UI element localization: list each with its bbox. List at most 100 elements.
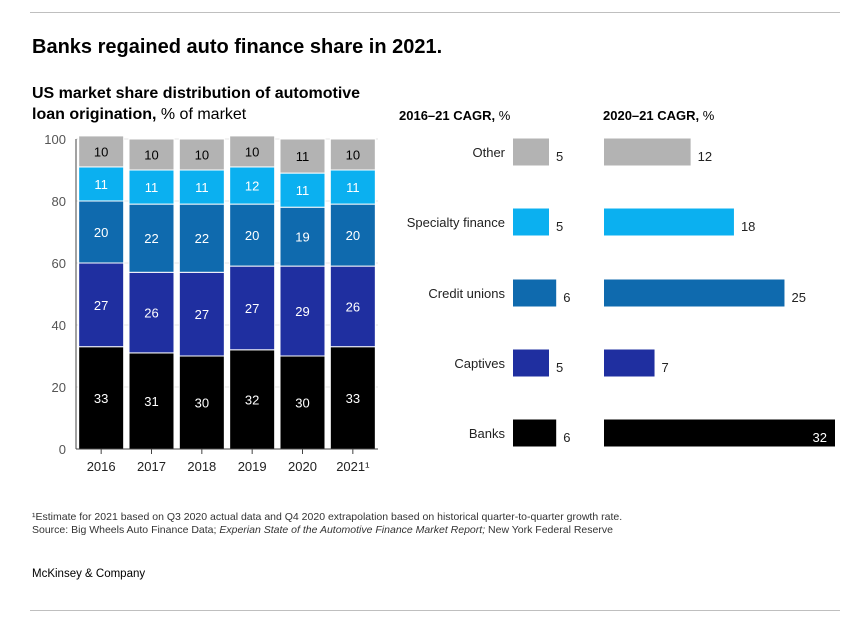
data-label-credit-unions: 22 — [195, 231, 209, 246]
y-tick-label: 60 — [52, 256, 66, 271]
data-label-credit-unions: 22 — [144, 231, 158, 246]
bar-segment-specialty-finance — [329, 169, 376, 205]
data-label-specialty-finance: 11 — [296, 183, 310, 198]
top-rule — [30, 12, 840, 13]
category-label-credit-unions: Credit unions — [428, 286, 505, 301]
data-label-other: 10 — [94, 144, 108, 159]
chart-title: Banks regained auto finance share in 202… — [32, 36, 443, 58]
data-label-banks: 33 — [94, 391, 108, 406]
x-tick-label: 2021¹ — [336, 459, 370, 474]
cagr1-bar-credit-unions — [513, 279, 557, 307]
y-tick-label: 0 — [59, 442, 66, 457]
bar-segment-captives — [128, 271, 175, 354]
data-label-credit-unions: 19 — [295, 230, 309, 245]
source-prefix: Source: Big Wheels Auto Finance Data; — [32, 524, 220, 536]
chart-subtitle: US market share distribution of automoti… — [32, 83, 372, 125]
cagr2-value-credit-unions: 25 — [791, 290, 805, 305]
brand-logo-text: McKinsey & Company — [32, 568, 146, 580]
data-label-banks: 32 — [245, 392, 259, 407]
bar-segment-other — [128, 138, 175, 171]
data-label-specialty-finance: 12 — [245, 179, 259, 194]
data-label-banks: 30 — [295, 396, 309, 411]
bar-segment-banks — [178, 355, 225, 450]
bar-segment-specialty-finance — [178, 169, 225, 205]
y-tick-label: 20 — [52, 380, 66, 395]
y-tick-label: 100 — [44, 132, 66, 147]
cagr2-bar-other — [604, 138, 691, 166]
cagr1-value-captives: 5 — [556, 360, 563, 375]
bar-segment-captives — [229, 265, 276, 351]
source-suffix: New York Federal Reserve — [485, 524, 613, 536]
bar-segment-specialty-finance — [229, 166, 276, 205]
bar-segment-banks — [128, 352, 175, 450]
bar-segment-other — [178, 138, 225, 171]
x-tick-label: 2018 — [187, 459, 216, 474]
x-tick-label: 2019 — [238, 459, 267, 474]
cagr1-value-specialty-finance: 5 — [556, 219, 563, 234]
category-label-banks: Banks — [469, 426, 506, 441]
y-tick-label: 80 — [52, 194, 66, 209]
data-label-other: 11 — [296, 149, 310, 164]
bar-segment-captives — [279, 265, 326, 357]
data-label-banks: 30 — [195, 396, 209, 411]
data-label-specialty-finance: 11 — [145, 180, 159, 195]
source-line: Source: Big Wheels Auto Finance Data; Ex… — [32, 524, 622, 537]
data-label-specialty-finance: 11 — [346, 180, 360, 195]
data-label-banks: 33 — [346, 391, 360, 406]
footnote-line: ¹Estimate for 2021 based on Q3 2020 actu… — [32, 511, 623, 523]
bar-segment-other — [329, 138, 376, 171]
x-tick-label: 2020 — [288, 459, 317, 474]
cagr-2016-21-header: 2016–21 CAGR, % — [399, 108, 510, 123]
data-label-captives: 26 — [346, 299, 360, 314]
x-tick-label: 2016 — [87, 459, 116, 474]
data-label-credit-unions: 20 — [94, 225, 108, 240]
category-label-other: Other — [472, 145, 505, 160]
bar-segment-credit-unions — [128, 203, 175, 273]
bar-segment-specialty-finance — [78, 166, 125, 202]
cagr2-header-unit: % — [699, 108, 715, 123]
data-label-specialty-finance: 11 — [94, 177, 108, 192]
bar-segment-credit-unions — [78, 200, 125, 264]
category-label-captives: Captives — [454, 356, 505, 371]
data-label-credit-unions: 20 — [346, 228, 360, 243]
category-label-specialty-finance: Specialty finance — [407, 215, 505, 230]
cagr2-value-captives: 7 — [662, 360, 669, 375]
bar-segment-specialty-finance — [279, 172, 326, 208]
data-label-other: 10 — [245, 144, 259, 159]
bar-segment-banks — [329, 346, 376, 450]
cagr1-bar-banks — [513, 419, 557, 447]
bar-segment-other — [229, 135, 276, 168]
data-label-banks: 31 — [144, 394, 158, 409]
bar-segment-other — [279, 138, 326, 174]
data-label-captives: 29 — [295, 304, 309, 319]
cagr1-header-unit: % — [495, 108, 511, 123]
bar-segment-other — [78, 135, 125, 168]
cagr2-header-bold: 2020–21 CAGR, — [603, 108, 700, 123]
source-italic: Experian State of the Automotive Finance… — [219, 524, 486, 536]
data-label-other: 10 — [346, 148, 360, 163]
data-label-captives: 26 — [144, 306, 158, 321]
subtitle-bold: US market share distribution of automoti… — [32, 85, 361, 123]
cagr2-value-specialty-finance: 18 — [741, 219, 755, 234]
bar-segment-banks — [229, 349, 276, 450]
cagr2-value-other: 12 — [698, 149, 712, 164]
cagr2-bar-specialty-finance — [604, 208, 734, 236]
y-tick-label: 40 — [52, 318, 66, 333]
data-label-other: 10 — [144, 148, 158, 163]
data-label-other: 10 — [195, 148, 209, 163]
cagr1-value-banks: 6 — [563, 430, 570, 445]
cagr1-bar-other — [513, 138, 549, 166]
data-label-captives: 27 — [245, 301, 259, 316]
cagr2-bar-banks — [604, 419, 835, 447]
cagr2-value-banks: 32 — [813, 430, 827, 445]
cagr1-header-bold: 2016–21 CAGR, — [399, 108, 496, 123]
bar-segment-captives — [329, 265, 376, 348]
data-label-credit-unions: 20 — [245, 228, 259, 243]
bar-segment-credit-unions — [329, 203, 376, 267]
cagr-2020-21-header: 2020–21 CAGR, % — [603, 108, 714, 123]
cagr1-value-other: 5 — [556, 149, 563, 164]
bar-segment-captives — [178, 271, 225, 357]
bar-segment-credit-unions — [279, 206, 326, 267]
data-label-captives: 27 — [195, 307, 209, 322]
